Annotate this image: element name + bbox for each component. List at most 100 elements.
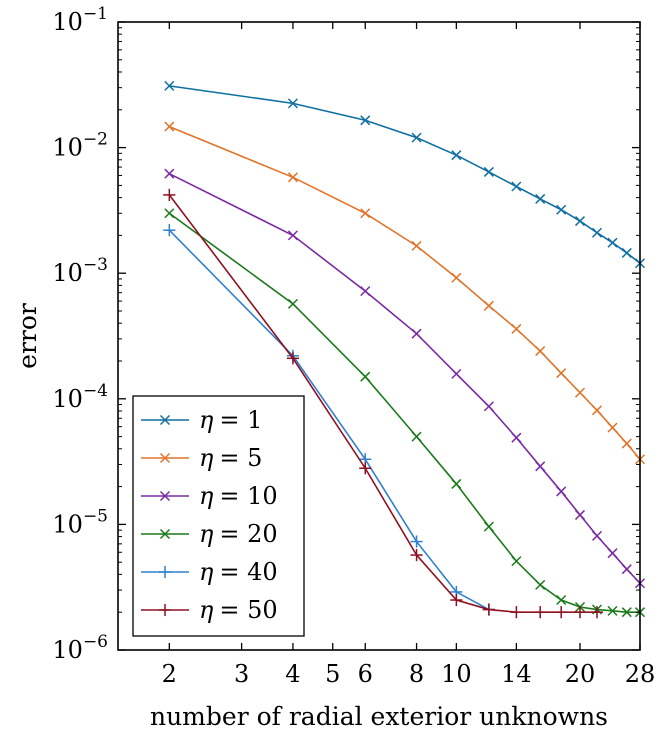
data-point	[621, 438, 632, 449]
data-point	[535, 346, 546, 357]
legend: η = 1η = 5η = 10η = 20η = 40η = 50	[132, 395, 305, 637]
legend-label: η = 20	[199, 520, 278, 548]
legend-symbol: η	[199, 482, 214, 510]
data-point	[607, 237, 618, 248]
data-point	[534, 606, 547, 619]
data-point	[574, 387, 586, 398]
data-point	[360, 208, 371, 219]
data-point	[359, 462, 372, 475]
data-point	[360, 371, 371, 382]
data-point	[574, 216, 586, 227]
legend-value: = 10	[219, 482, 277, 510]
data-point	[535, 579, 546, 590]
data-point	[410, 535, 423, 548]
legend-value: = 20	[219, 520, 277, 548]
y-tick-base: 10	[52, 510, 83, 538]
legend-swatch-marker	[158, 565, 172, 579]
data-point	[607, 422, 618, 433]
x-tick-label: 6	[358, 660, 373, 688]
legend-entry: η = 50	[141, 596, 278, 624]
data-point	[556, 368, 567, 379]
legend-symbol: η	[199, 444, 214, 472]
x-tick-label: 10	[441, 660, 472, 688]
data-point	[411, 240, 422, 251]
y-tick-label: 10−4	[52, 381, 108, 413]
data-point	[163, 224, 176, 237]
data-point	[287, 298, 298, 309]
data-point	[511, 181, 522, 192]
legend-label: η = 50	[199, 596, 278, 624]
x-tick-label: 8	[409, 660, 424, 688]
data-point	[287, 172, 298, 183]
data-point	[163, 188, 176, 201]
legend-entry: η = 40	[141, 558, 278, 586]
marks-layer	[163, 80, 646, 619]
x-tick-label: 2	[162, 660, 177, 688]
data-point	[590, 606, 604, 619]
data-point	[510, 606, 523, 619]
y-tick-base: 10	[52, 385, 83, 413]
y-tick-exp: −4	[83, 381, 108, 401]
legend-box	[132, 395, 305, 637]
series-line	[168, 212, 640, 613]
data-point	[511, 432, 522, 443]
legend-symbol: η	[199, 558, 214, 586]
data-point	[451, 272, 462, 283]
data-point	[360, 286, 371, 297]
data-point	[607, 548, 618, 559]
data-point	[483, 166, 494, 177]
series-3	[164, 168, 646, 589]
data-point	[621, 247, 632, 258]
x-axis-title: number of radial exterior unknowns	[150, 702, 608, 731]
legend-swatch-marker	[159, 414, 171, 426]
series-2	[164, 121, 646, 465]
data-point	[410, 548, 423, 562]
x-tick-label: 3	[234, 660, 249, 688]
legend-label: η = 40	[199, 558, 278, 586]
data-point	[164, 80, 175, 91]
data-point	[164, 208, 175, 219]
y-tick-exp: −5	[83, 506, 108, 526]
legend-value: = 1	[219, 406, 262, 434]
y-tick-base: 10	[52, 134, 83, 162]
y-tick-base: 10	[52, 636, 83, 664]
data-point	[360, 115, 371, 126]
y-tick-exp: −1	[83, 4, 108, 24]
data-point	[483, 300, 494, 311]
y-axis-title: error	[13, 303, 42, 369]
data-point	[411, 132, 422, 143]
legend-symbol: η	[199, 520, 214, 548]
data-point	[411, 328, 422, 339]
series-line	[169, 85, 641, 264]
y-tick-label: 10−5	[52, 506, 108, 538]
legend-label: η = 1	[199, 406, 262, 434]
legend-swatch-marker	[159, 490, 171, 502]
y-tick-label: 10−6	[52, 632, 108, 664]
legend-entry: η = 10	[141, 482, 278, 510]
legend-entry: η = 5	[141, 444, 262, 472]
legend-value: = 5	[219, 444, 262, 472]
x-tick-label: 28	[625, 660, 656, 688]
data-point	[483, 521, 494, 532]
series-1	[164, 80, 646, 269]
data-point	[574, 509, 586, 520]
data-point	[591, 530, 603, 541]
data-point	[555, 606, 568, 619]
legend-swatch-marker	[158, 603, 172, 617]
series-line	[168, 229, 490, 611]
y-tick-base: 10	[52, 259, 83, 287]
y-tick-label: 10−2	[52, 130, 108, 162]
legend-value: = 50	[219, 596, 277, 624]
data-point	[511, 556, 522, 567]
legend-entry: η = 1	[141, 406, 262, 434]
data-point	[556, 486, 567, 497]
data-point	[287, 98, 298, 109]
legend-swatch-marker	[159, 528, 171, 540]
data-point	[450, 593, 463, 607]
data-point	[621, 607, 632, 618]
data-point	[535, 193, 546, 204]
y-tick-exp: −2	[83, 130, 108, 150]
legend-entry: η = 20	[141, 520, 278, 548]
data-point	[511, 323, 522, 334]
